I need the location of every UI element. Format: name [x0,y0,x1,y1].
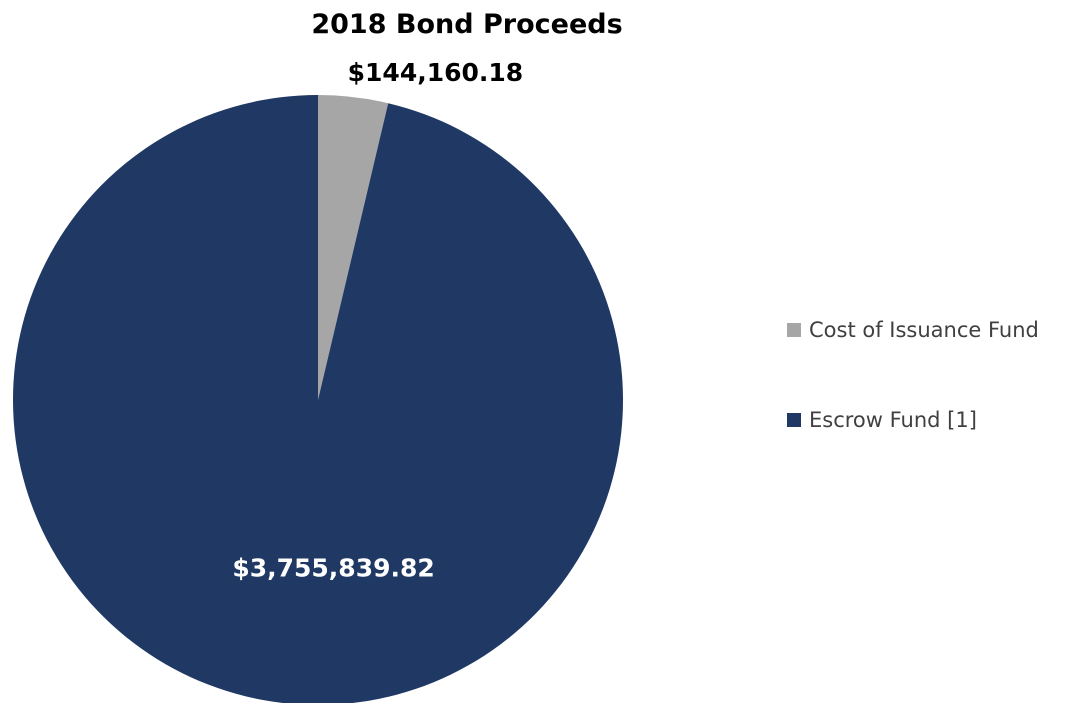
legend-swatch-cost-of-issuance [787,323,801,337]
pie-slice-cost-of-issuance [318,95,389,400]
pie-data-labels: $144,160.18 $3,755,839.82 [232,58,523,582]
legend-item-cost-of-issuance: Cost of Issuance Fund [787,315,1039,345]
legend: Cost of Issuance Fund Escrow Fund [1] [787,315,1039,495]
pie-slice-escrow-fund [13,95,623,703]
pie-slices [13,95,623,703]
legend-label-cost-of-issuance: Cost of Issuance Fund [809,318,1039,342]
data-label-escrow-fund: $3,755,839.82 [232,554,434,583]
legend-item-escrow-fund: Escrow Fund [1] [787,405,1039,435]
data-label-cost-of-issuance: $144,160.18 [348,58,524,87]
legend-swatch-escrow-fund [787,413,801,427]
legend-label-escrow-fund: Escrow Fund [1] [809,408,977,432]
chart-title: 2018 Bond Proceeds [311,9,623,40]
